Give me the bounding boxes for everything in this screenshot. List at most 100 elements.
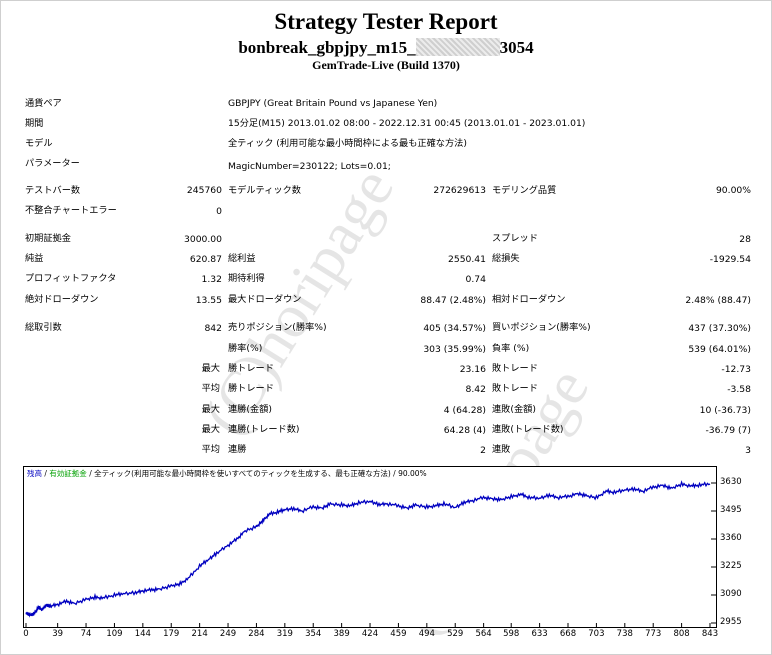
x-tick-label: 109 <box>106 629 123 639</box>
x-tick-label: 424 <box>361 629 379 639</box>
avg-label-1: 平均 <box>201 383 220 394</box>
y-tick-label: 2955 <box>720 617 742 627</box>
avg-consec-loss-label: 連敗 <box>492 444 511 455</box>
x-tick-label: 319 <box>276 629 293 639</box>
consec-wins-count-label: 連勝(トレード数) <box>228 424 300 435</box>
largest-win-value: 23.16 <box>459 364 486 375</box>
avg-loss-label: 敗トレード <box>492 383 538 394</box>
netprofit-label: 純益 <box>25 253 44 264</box>
strategy-name-suffix: 3054 <box>499 38 534 57</box>
x-tick-label: 808 <box>673 629 690 639</box>
ticks-label: モデルティック数 <box>228 185 301 196</box>
netprofit-value: 620.87 <box>189 254 222 265</box>
trades-label: 総取引数 <box>25 322 62 333</box>
x-tick-label: 598 <box>503 629 520 639</box>
mismatch-label: 不整合チャートエラー <box>25 205 117 216</box>
legend-equity: 有効証拠金 <box>49 469 87 478</box>
largest-loss-value: -12.73 <box>721 364 751 375</box>
x-tick-label: 633 <box>531 629 548 639</box>
quality-label: モデリング品質 <box>492 185 557 196</box>
x-tick-label: 214 <box>191 629 208 639</box>
consec-loss-count-label: 連敗(トレード数) <box>492 424 564 435</box>
model-label: モデル <box>25 138 53 149</box>
server-build: GemTrade-Live (Build 1370) <box>312 58 460 72</box>
legend-model: 全ティック(利用可能な最小時間枠を使いすべてのティックを生成する、最も正確な方法… <box>94 469 391 478</box>
long-label: 買いポジション(勝率%) <box>492 322 591 333</box>
grossprofit-label: 総利益 <box>228 253 256 264</box>
chart-svg <box>25 480 716 627</box>
chart-legend: 残高 / 有効証拠金 / 全ティック(利用可能な最小時間枠を使いすべてのティック… <box>27 469 427 478</box>
x-tick-label: 179 <box>163 629 180 639</box>
avg-consec-loss-value: 3 <box>745 445 751 456</box>
y-tick-label: 3630 <box>720 477 742 487</box>
maxdd-value: 88.47 (2.48%) <box>420 295 486 306</box>
x-tick-label: 389 <box>333 629 350 639</box>
expected-value: 0.74 <box>465 274 486 285</box>
expected-label: 期待利得 <box>228 273 265 284</box>
deposit-label: 初期証拠金 <box>25 233 71 244</box>
spread-value: 28 <box>739 234 751 245</box>
largest-win-label: 勝トレード <box>228 363 274 374</box>
report-title: Strategy Tester Report <box>274 9 498 34</box>
balance-chart <box>23 466 717 628</box>
winrate-label: 勝率(%) <box>228 343 263 354</box>
max-label-1: 最大 <box>201 363 220 374</box>
ticks-value: 272629613 <box>433 185 486 196</box>
consec-wins-money-value: 4 (64.28) <box>443 405 486 416</box>
pf-value: 1.32 <box>201 274 222 285</box>
bars-label: テストバー数 <box>25 185 81 196</box>
avg-consec-wins-label: 連勝 <box>228 444 247 455</box>
redacted-block <box>415 38 500 56</box>
period-label: 期間 <box>25 118 44 129</box>
period-value: 15分足(M15) 2013.01.02 08:00 - 2022.12.31 … <box>228 118 586 129</box>
winrate-value: 303 (35.99%) <box>423 344 486 355</box>
short-value: 405 (34.57%) <box>423 323 486 334</box>
x-tick-label: 354 <box>305 629 322 639</box>
lossrate-value: 539 (64.01%) <box>688 344 751 355</box>
symbol-value: GBPJPY (Great Britain Pound vs Japanese … <box>228 98 438 109</box>
x-tick-label: 459 <box>390 629 407 639</box>
grossprofit-value: 2550.41 <box>448 254 486 265</box>
consec-wins-money-label: 連勝(金額) <box>228 404 272 415</box>
consec-loss-count-value: -36.79 (7) <box>705 425 751 436</box>
model-value: 全ティック (利用可能な最小時間枠による最も正確な方法) <box>228 138 467 149</box>
short-label: 売りポジション(勝率%) <box>228 322 327 333</box>
y-tick-label: 3495 <box>720 505 742 515</box>
x-tick-label: 39 <box>52 629 64 639</box>
mismatch-value: 0 <box>216 206 222 217</box>
avg-label-2: 平均 <box>201 444 220 455</box>
x-tick-label: 703 <box>588 629 605 639</box>
grossloss-label: 総損失 <box>492 253 520 264</box>
strategy-name-prefix: bonbreak_gbpjpy_m15_ <box>238 38 416 57</box>
spread-label: スプレッド <box>492 233 538 244</box>
trades-value: 842 <box>204 323 222 334</box>
symbol-label: 通貨ペア <box>25 98 62 109</box>
params-value: MagicNumber=230122; Lots=0.01; <box>228 161 391 172</box>
x-tick-label: 74 <box>80 629 92 639</box>
bars-value: 245760 <box>186 185 222 196</box>
x-tick-label: 529 <box>447 629 464 639</box>
absdd-label: 絶対ドローダウン <box>25 294 99 305</box>
reldd-label: 相対ドローダウン <box>492 294 566 305</box>
reldd-value: 2.48% (88.47) <box>685 295 751 306</box>
x-tick-label: 0 <box>23 629 29 639</box>
grossloss-value: -1929.54 <box>709 254 751 265</box>
maxdd-label: 最大ドローダウン <box>228 294 302 305</box>
x-tick-label: 144 <box>134 629 151 639</box>
params-label: パラメーター <box>25 158 80 169</box>
x-tick-label: 738 <box>616 629 633 639</box>
lossrate-label: 負率 (%) <box>492 343 530 354</box>
deposit-value: 3000.00 <box>184 234 222 245</box>
absdd-value: 13.55 <box>195 295 222 306</box>
legend-balance: 残高 <box>27 469 42 478</box>
x-tick-label: 668 <box>559 629 577 639</box>
x-tick-label: 284 <box>248 629 265 639</box>
y-tick-label: 3225 <box>720 561 742 571</box>
avg-win-label: 勝トレード <box>228 383 274 394</box>
balance-line <box>25 480 711 618</box>
consec-wins-count-value: 64.28 (4) <box>443 425 486 436</box>
avg-win-value: 8.42 <box>465 384 486 395</box>
x-tick-label: 249 <box>219 629 237 639</box>
max-label-2: 最大 <box>201 404 220 415</box>
y-tick-label: 3090 <box>720 589 742 599</box>
